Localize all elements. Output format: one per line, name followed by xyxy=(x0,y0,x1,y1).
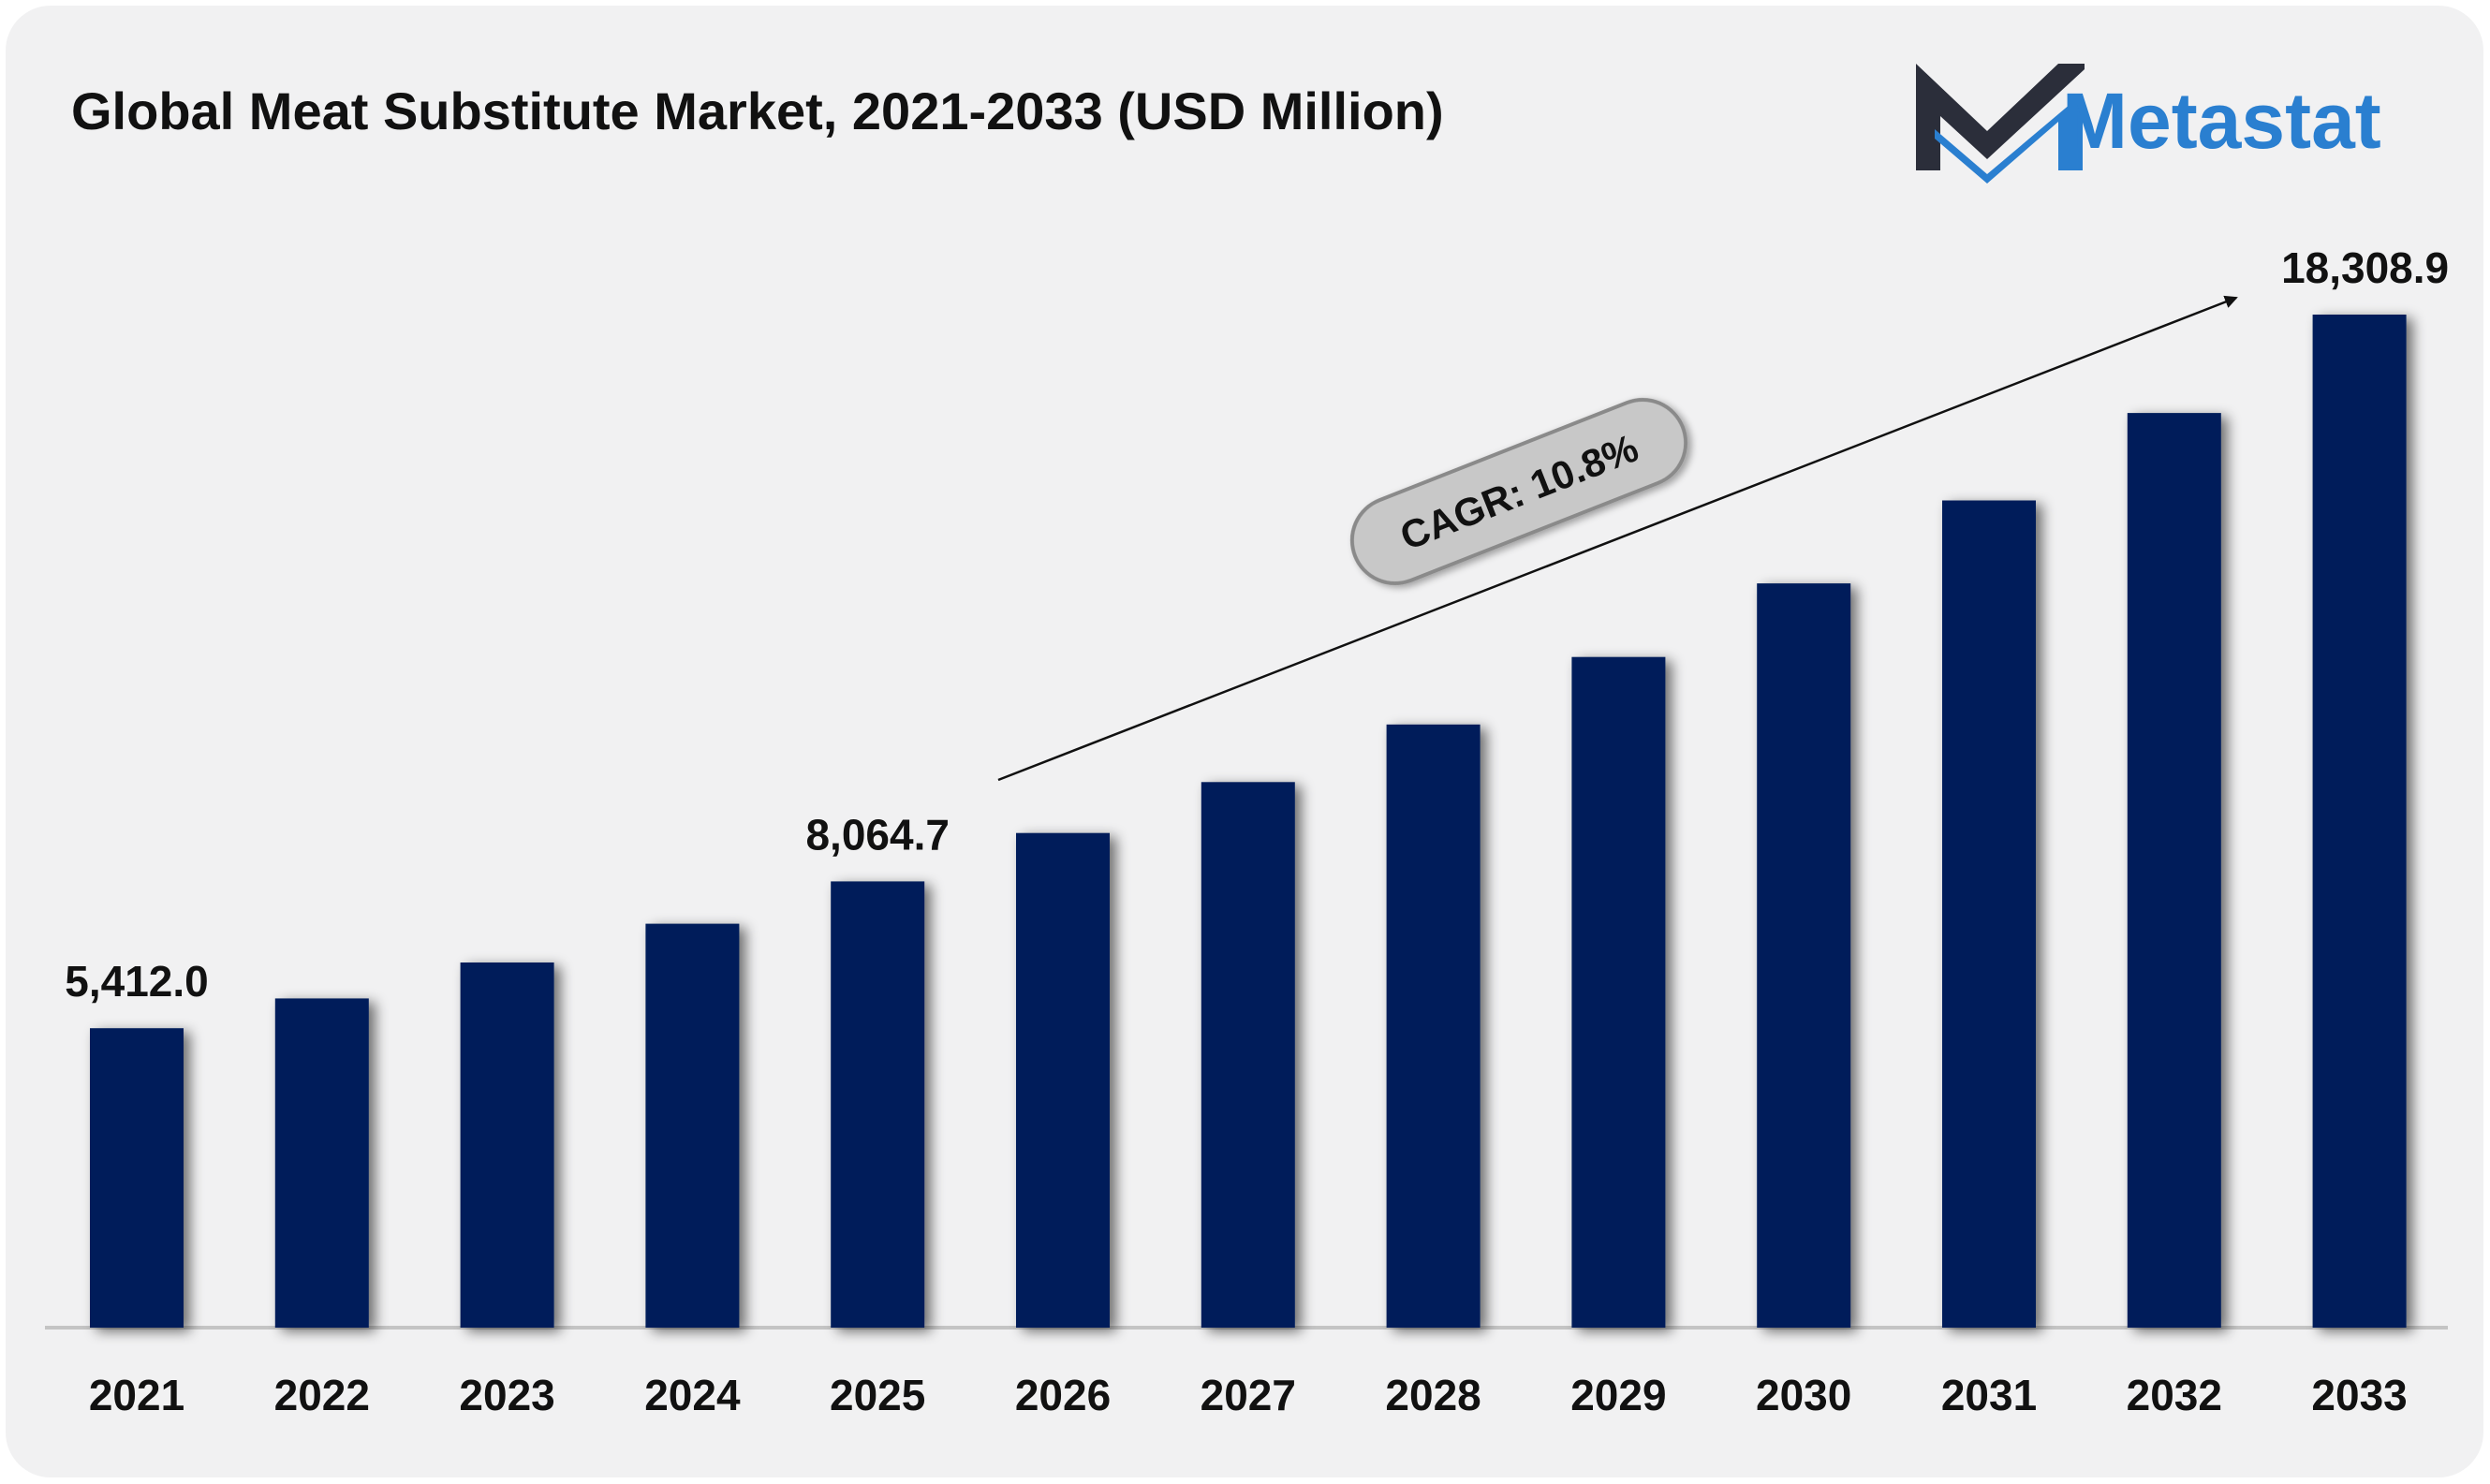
bar-2024 xyxy=(645,923,740,1328)
x-tick-label: 2029 xyxy=(1570,1371,1666,1419)
bar-2028 xyxy=(1386,724,1481,1328)
x-tick-label: 2022 xyxy=(274,1371,370,1419)
bar-2032 xyxy=(2127,413,2221,1329)
bar-2033 xyxy=(2312,315,2407,1328)
x-tick-label: 2026 xyxy=(1015,1371,1111,1419)
metastat-m-logo-icon xyxy=(1916,64,2085,184)
bar-2030 xyxy=(1757,583,1851,1328)
x-tick-label: 2024 xyxy=(644,1371,741,1419)
chart-title: Global Meat Substitute Market, 2021-2033… xyxy=(71,81,1444,140)
bar-2029 xyxy=(1571,656,1666,1328)
bar-2021 xyxy=(90,1028,184,1328)
bar-2026 xyxy=(1016,832,1110,1328)
data-label: 5,412.0 xyxy=(65,957,208,1006)
x-tick-label: 2025 xyxy=(830,1371,925,1419)
bar-2031 xyxy=(1942,500,2036,1328)
x-tick-label: 2023 xyxy=(459,1371,554,1419)
cagr-badge: CAGR: 10.8% xyxy=(1349,397,1688,586)
bar-2022 xyxy=(274,998,369,1328)
bar-group xyxy=(90,315,2407,1329)
x-axis-ticks: 2021 2022 2023 2024 2025 2026 2027 2028 2029 2030… xyxy=(89,1371,2408,1419)
brand-name: Metastat xyxy=(2062,77,2381,165)
x-tick-label: 2027 xyxy=(1201,1371,1296,1419)
data-labels: 5,412.0 8,064.7 18,308.9 xyxy=(65,243,2449,1006)
bar-2023 xyxy=(460,962,554,1328)
bar-2027 xyxy=(1201,782,1295,1328)
x-tick-label: 2030 xyxy=(1756,1371,1851,1419)
data-label: 8,064.7 xyxy=(805,810,949,859)
cagr-badge-pill xyxy=(1349,397,1688,586)
x-tick-label: 2031 xyxy=(1941,1371,2037,1419)
metastat-logo: Metastat xyxy=(1916,64,2381,184)
x-tick-label: 2033 xyxy=(2311,1371,2407,1419)
x-tick-label: 2032 xyxy=(2127,1371,2222,1419)
bar-2025 xyxy=(831,881,925,1328)
cagr-arrow xyxy=(997,295,2238,782)
data-label: 18,308.9 xyxy=(2281,243,2449,292)
x-tick-label: 2021 xyxy=(89,1371,184,1419)
x-tick-label: 2028 xyxy=(1385,1371,1481,1419)
